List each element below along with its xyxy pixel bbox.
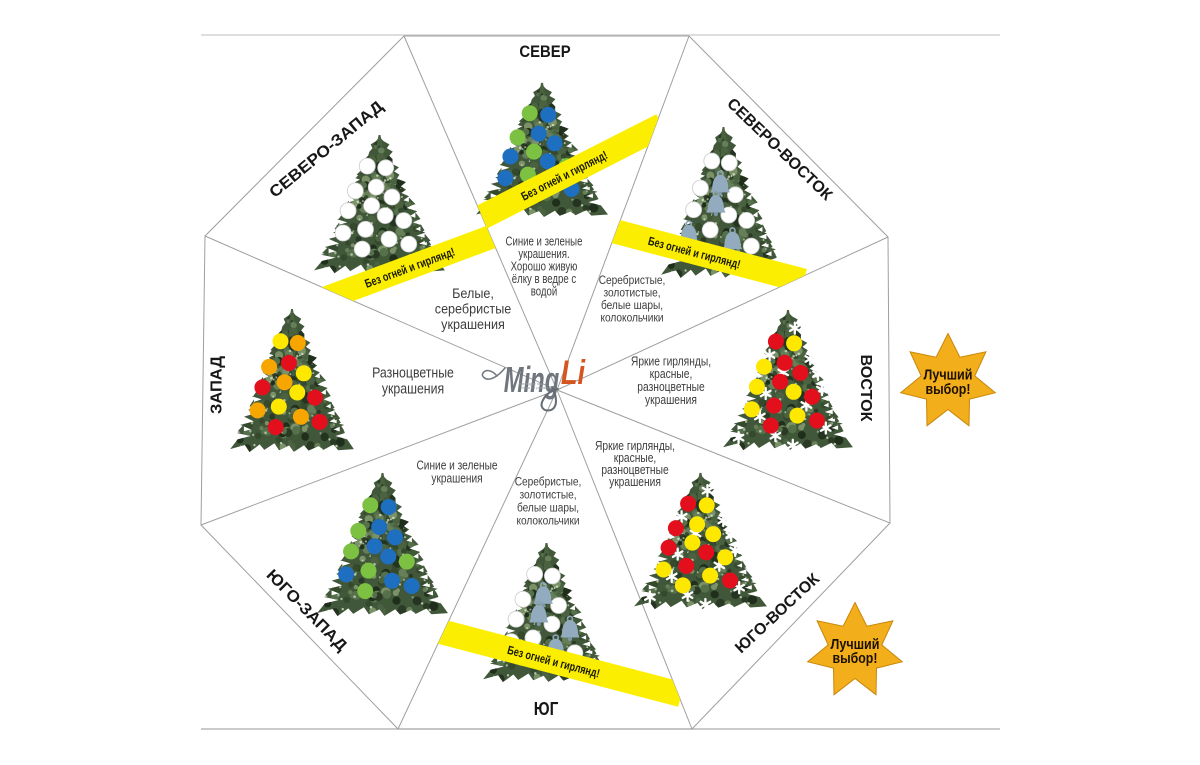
- svg-text:Лучший: Лучший: [924, 367, 973, 383]
- svg-text:водой: водой: [531, 285, 557, 298]
- svg-text:ЮГ: ЮГ: [534, 699, 559, 720]
- svg-text:ВОСТОК: ВОСТОК: [857, 354, 875, 421]
- svg-text:ёлку в ведре с: ёлку в ведре с: [512, 273, 577, 286]
- svg-text:красные,: красные,: [650, 367, 693, 381]
- svg-text:украшения: украшения: [609, 476, 661, 489]
- svg-text:СЕВЕР: СЕВЕР: [519, 43, 571, 61]
- svg-text:серебристые: серебристые: [435, 301, 511, 317]
- svg-text:украшения: украшения: [382, 381, 444, 397]
- svg-text:Li: Li: [561, 353, 586, 392]
- svg-text:украшения.: украшения.: [518, 248, 569, 261]
- svg-text:Яркие гирлянды,: Яркие гирлянды,: [595, 440, 675, 453]
- svg-text:Хорошо живую: Хорошо живую: [511, 260, 578, 273]
- svg-text:Серебристые,: Серебристые,: [599, 274, 666, 287]
- svg-text:красные,: красные,: [614, 452, 657, 465]
- svg-text:выбор!: выбор!: [926, 381, 971, 397]
- svg-text:ЗАПАД: ЗАПАД: [208, 356, 226, 415]
- svg-text:Ming: Ming: [504, 360, 560, 400]
- svg-text:разноцветные: разноцветные: [637, 380, 704, 394]
- svg-text:Белые,: Белые,: [452, 285, 494, 301]
- svg-text:украшения: украшения: [431, 471, 482, 485]
- svg-text:разноцветные: разноцветные: [601, 464, 668, 477]
- svg-text:Синие и зеленые: Синие и зеленые: [417, 458, 498, 472]
- svg-text:выбор!: выбор!: [833, 650, 878, 666]
- svg-text:украшения: украшения: [441, 316, 505, 332]
- svg-text:колокольчики: колокольчики: [600, 312, 663, 325]
- svg-text:Разноцветные: Разноцветные: [372, 365, 454, 381]
- svg-text:белые шары,: белые шары,: [517, 502, 579, 515]
- svg-text:оптом и в розницу: оптом и в розницу: [521, 386, 548, 390]
- svg-text:колокольчики: колокольчики: [516, 515, 579, 528]
- svg-text:новогодние елки: новогодние елки: [519, 382, 544, 386]
- svg-text:Яркие гирлянды,: Яркие гирлянды,: [631, 354, 711, 368]
- svg-text:золотистые,: золотистые,: [603, 287, 660, 300]
- svg-text:украшения: украшения: [645, 393, 697, 407]
- svg-text:Серебристые,: Серебристые,: [515, 476, 582, 489]
- svg-text:Лучший: Лучший: [831, 636, 880, 652]
- svg-text:Синие и зеленые: Синие и зеленые: [506, 235, 583, 248]
- svg-text:золотистые,: золотистые,: [519, 489, 576, 502]
- svg-text:белые шары,: белые шары,: [601, 299, 663, 312]
